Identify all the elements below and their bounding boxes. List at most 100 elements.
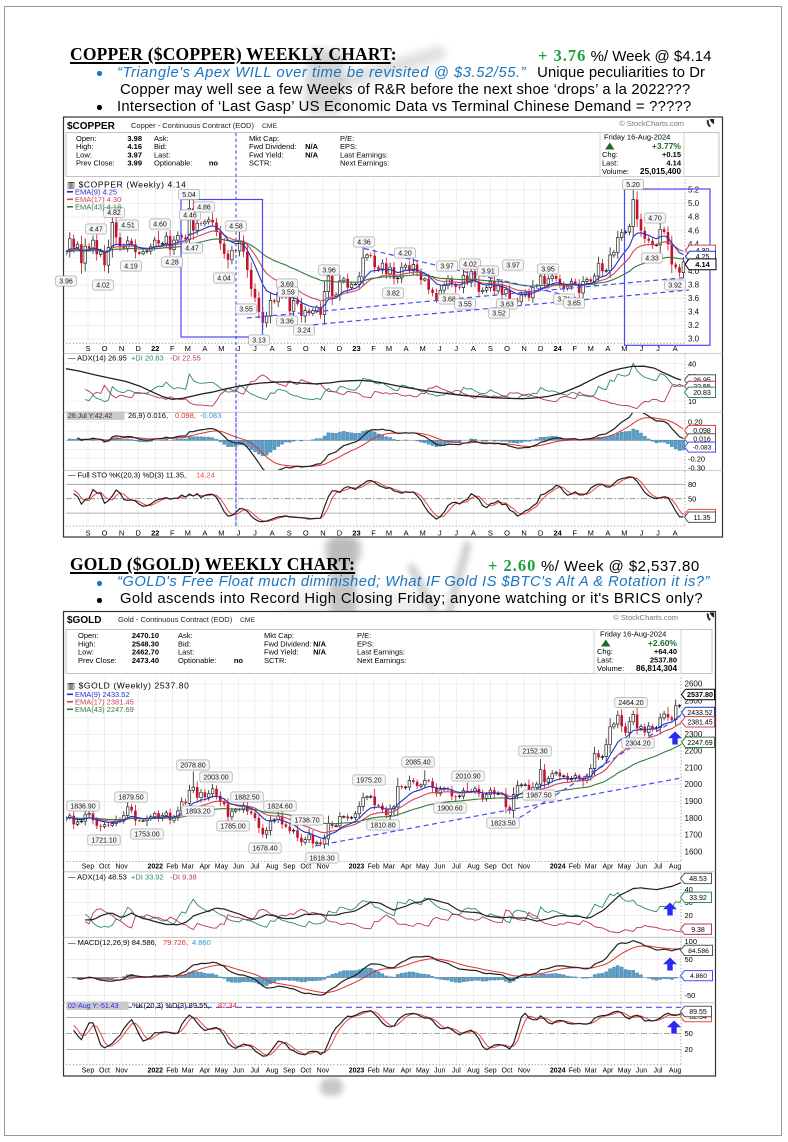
svg-text:Nov: Nov [317, 1068, 330, 1075]
svg-text:Jul: Jul [654, 864, 663, 871]
svg-text:Fwd Dividend:: Fwd Dividend: [264, 639, 312, 648]
svg-text:Volume:: Volume: [602, 167, 629, 176]
svg-text:1600: 1600 [685, 847, 703, 856]
svg-text:J: J [253, 529, 257, 538]
svg-text:Mar: Mar [585, 864, 598, 871]
svg-text:1618.30: 1618.30 [309, 856, 334, 863]
svg-text:EMA(43) 4.18: EMA(43) 4.18 [75, 203, 121, 212]
svg-text:4.82: 4.82 [107, 210, 121, 217]
svg-text:Last Earnings:: Last Earnings: [357, 648, 405, 657]
svg-text:O: O [303, 529, 309, 538]
svg-text:2022: 2022 [148, 1068, 164, 1075]
svg-text:Next Earnings:: Next Earnings: [357, 656, 406, 665]
svg-text:Volume:: Volume: [597, 664, 624, 673]
svg-text:Jun: Jun [233, 864, 244, 871]
svg-text:CME: CME [240, 617, 256, 624]
svg-text:Fwd Dividend:: Fwd Dividend: [249, 142, 297, 151]
svg-text:25,015,400: 25,015,400 [640, 167, 681, 176]
svg-text:— ADX(14) 26.95: — ADX(14) 26.95 [68, 354, 127, 363]
svg-text:24: 24 [554, 344, 563, 353]
svg-text:F: F [170, 529, 175, 538]
svg-text:D: D [337, 344, 343, 353]
svg-text:3.63: 3.63 [500, 302, 514, 309]
svg-text:2024: 2024 [550, 864, 566, 871]
svg-text:May: May [416, 864, 430, 871]
svg-text:J: J [237, 344, 241, 353]
svg-text:Prev Close:: Prev Close: [78, 656, 117, 665]
svg-text:11.35: 11.35 [694, 515, 711, 522]
svg-text:Friday 16-Aug-2024: Friday 16-Aug-2024 [604, 133, 670, 142]
svg-text:48.53: 48.53 [689, 876, 707, 883]
svg-text:EMA(17) 4.30: EMA(17) 4.30 [75, 195, 121, 204]
svg-text:3.6: 3.6 [688, 294, 700, 303]
svg-text:© StockCharts.com: © StockCharts.com [613, 613, 678, 622]
svg-text:D: D [135, 344, 141, 353]
svg-text:4.70: 4.70 [648, 216, 662, 223]
svg-text:Open:: Open: [76, 134, 96, 143]
svg-text:Optionable:: Optionable: [154, 159, 192, 168]
svg-text:3.52: 3.52 [492, 311, 506, 318]
svg-text:J: J [438, 529, 442, 538]
svg-text:26 Jul Y:42.42: 26 Jul Y:42.42 [68, 413, 112, 420]
svg-text:Aug: Aug [669, 1068, 682, 1075]
svg-text:82.34: 82.34 [689, 1014, 707, 1021]
svg-text:3.65: 3.65 [567, 301, 581, 308]
svg-text:J: J [656, 529, 660, 538]
svg-text:M: M [386, 529, 392, 538]
svg-text:N: N [119, 344, 124, 353]
svg-text:3.55: 3.55 [239, 307, 253, 314]
svg-text:82.34: 82.34 [218, 1001, 237, 1010]
svg-text:Friday 16-Aug-2024: Friday 16-Aug-2024 [600, 630, 666, 639]
svg-text:1900: 1900 [685, 797, 703, 806]
svg-text:1987.50: 1987.50 [526, 793, 551, 800]
svg-text:Jul: Jul [251, 864, 260, 871]
svg-text:N: N [521, 344, 526, 353]
svg-text:4.51: 4.51 [121, 223, 135, 230]
svg-text:F: F [371, 529, 376, 538]
svg-text:M: M [419, 344, 425, 353]
svg-text:Sep: Sep [82, 1068, 95, 1075]
svg-text:EMA(9) 2433.52: EMA(9) 2433.52 [75, 690, 130, 699]
svg-text:3.97: 3.97 [127, 150, 142, 159]
svg-text:86,814,304: 86,814,304 [636, 664, 677, 673]
svg-text:84.586: 84.586 [688, 948, 709, 955]
svg-text:5.04: 5.04 [182, 192, 196, 199]
svg-text:4.46: 4.46 [183, 213, 197, 220]
svg-text:2000: 2000 [685, 780, 703, 789]
svg-text:4.19: 4.19 [124, 264, 138, 271]
svg-text:N/A: N/A [305, 142, 319, 151]
svg-text:Mar: Mar [585, 1068, 598, 1075]
svg-text:M: M [588, 529, 594, 538]
svg-text:Apr: Apr [199, 864, 211, 871]
svg-text:M: M [185, 344, 191, 353]
svg-text:Last Earnings:: Last Earnings: [340, 150, 388, 159]
svg-text:23: 23 [352, 529, 360, 538]
svg-text:F: F [573, 344, 578, 353]
svg-text:3.2: 3.2 [688, 321, 700, 330]
svg-text:P/E:: P/E: [340, 134, 354, 143]
svg-text:3.24: 3.24 [297, 328, 311, 335]
svg-text:1753.00: 1753.00 [134, 832, 159, 839]
svg-text:A: A [673, 344, 678, 353]
svg-text:M: M [588, 344, 594, 353]
svg-text:4.14: 4.14 [666, 158, 681, 167]
svg-text:Aug: Aug [266, 864, 279, 871]
svg-text:2464.20: 2464.20 [618, 700, 643, 707]
svg-text:Open:: Open: [78, 631, 98, 640]
svg-text:Feb: Feb [368, 1068, 380, 1075]
svg-text:EMA(43) 2247.69: EMA(43) 2247.69 [75, 705, 134, 714]
svg-text:Oct: Oct [502, 1068, 513, 1075]
svg-text:M: M [218, 344, 224, 353]
svg-text:O: O [504, 529, 510, 538]
svg-text:%K(20,3) %D(3) 89.55,: %K(20,3) %D(3) 89.55, [132, 1001, 210, 1010]
svg-text:4.16: 4.16 [127, 142, 142, 151]
svg-text:SCTR:: SCTR: [249, 159, 272, 168]
svg-text:P/E:: P/E: [357, 631, 371, 640]
svg-text:Apr: Apr [602, 864, 614, 871]
svg-text:Optionable:: Optionable: [178, 656, 216, 665]
svg-text:A: A [673, 529, 678, 538]
svg-text:-DI 9.38: -DI 9.38 [170, 873, 197, 882]
svg-text:Nov: Nov [317, 864, 330, 871]
svg-text:+DI 20.83: +DI 20.83 [131, 354, 164, 363]
svg-text:9.38: 9.38 [691, 927, 705, 934]
